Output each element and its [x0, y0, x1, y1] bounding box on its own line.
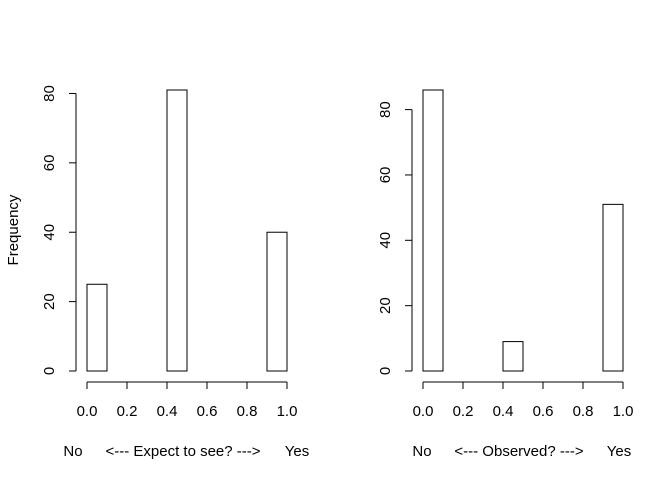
x-tick-label: 1.0: [277, 403, 298, 420]
histogram-bar: [86, 283, 108, 372]
y-tick-label: 60: [41, 155, 58, 172]
x-tick-label: 0.6: [533, 403, 554, 420]
x-axis-label-middle: <--- Expect to see? --->: [105, 443, 260, 460]
x-axis-label-right: Yes: [285, 443, 309, 460]
histogram-bar: [266, 231, 288, 372]
y-tick-label: 60: [377, 167, 394, 184]
x-axis-label-left: No: [63, 443, 82, 460]
x-tick-label: 0.0: [413, 403, 434, 420]
x-tick-label: 0.4: [493, 403, 514, 420]
x-tick-label: 0.4: [157, 403, 178, 420]
y-tick-label: 20: [41, 293, 58, 310]
histogram-bar: [166, 89, 188, 372]
histogram-bar: [422, 89, 444, 372]
x-tick-label: 1.0: [613, 403, 634, 420]
histogram-bar: [502, 341, 524, 372]
y-tick-label: 20: [377, 297, 394, 314]
y-tick-label: 80: [377, 101, 394, 118]
x-tick-label: 0.2: [117, 403, 138, 420]
x-tick-label: 0.0: [77, 403, 98, 420]
histogram-observed: 0.0 0.2 0.4 0.6 0.8 1.0 0 20 40 60 80 No <--- Observ…: [377, 89, 634, 460]
x-axis-label-middle: <--- Observed? --->: [454, 443, 583, 460]
histogram-expect-to-see: 0.0 0.2 0.4 0.6 0.8 1.0 0 20 40 60 80 No <--- Expect…: [41, 85, 309, 460]
y-tick-label: 40: [377, 232, 394, 249]
y-tick-label: 0: [377, 367, 394, 375]
y-tick-label: 0: [41, 367, 58, 375]
x-tick-label: 0.2: [453, 403, 474, 420]
x-axis-label-left: No: [412, 443, 431, 460]
x-tick-label: 0.8: [237, 403, 258, 420]
y-tick-label: 40: [41, 224, 58, 241]
x-tick-label: 0.6: [197, 403, 218, 420]
figure-y-axis-label: Frequency: [5, 194, 22, 265]
x-tick-label: 0.8: [573, 403, 594, 420]
y-tick-label: 80: [41, 85, 58, 102]
histogram-bar: [602, 203, 624, 372]
x-axis-label-right: Yes: [607, 443, 631, 460]
